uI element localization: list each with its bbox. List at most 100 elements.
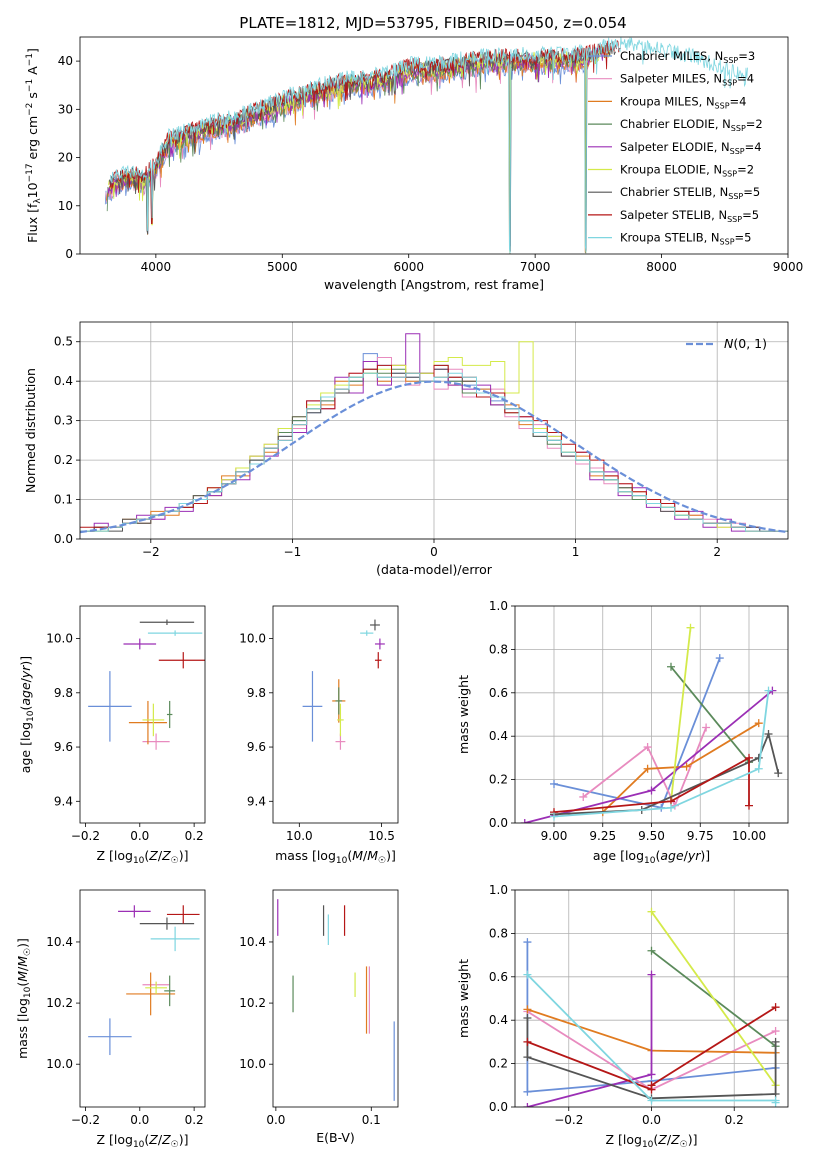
massweight-vs-Z-marker-3 <box>647 946 656 955</box>
spectrum-ytick-label: 40 <box>58 54 73 68</box>
mass-vs-Z-ytick-label: 10.0 <box>46 1057 73 1071</box>
massweight-vs-age-marker-2 <box>682 762 691 771</box>
residuals-legend-label: N(0, 1) <box>724 336 767 351</box>
massweight-vs-age-ylabel: mass weight <box>456 675 471 754</box>
mass-vs-Z-xtick-label: −0.2 <box>71 1113 100 1127</box>
mass-vs-ebv-xtick-label: 0.1 <box>362 1113 381 1127</box>
massweight-vs-Z-marker-8 <box>523 970 532 979</box>
age-vs-Z-ytick-label: 10.0 <box>46 632 73 646</box>
spectrum-line-8 <box>109 37 748 254</box>
residuals-xlabel: (data-model)/error <box>376 562 493 577</box>
age-vs-mass-xtick-label: 10.0 <box>286 829 313 843</box>
spectrum-frame <box>79 36 789 255</box>
mass-vs-Z-axes: −0.2 0.0 0.2 10.0 10.2 10.4 Z [log10(Z/Z☉)] mas… <box>15 905 204 1150</box>
massweight-vs-age-xtick-label: 9.50 <box>638 829 665 843</box>
spectrum-legend: Chabrier MILES, NSSP=3 Salpeter MILES, NS… <box>588 49 763 247</box>
spectrum-axes: 4000 5000 6000 7000 8000 9000 0 10 20 30 40 wavelen… <box>25 37 803 292</box>
age-vs-mass-xlabel: mass [log10(M/M☉)] <box>275 848 396 866</box>
age-vs-Z-ytick-label: 9.8 <box>54 686 73 700</box>
massweight-vs-age-marker-5 <box>686 623 695 632</box>
residuals-xtick-label: −1 <box>284 545 302 559</box>
residuals-ytick-label: 0.2 <box>54 453 73 467</box>
age-vs-mass-ytick-label: 10.0 <box>239 632 266 646</box>
spectrum-plot-area <box>104 37 748 254</box>
mass-vs-Z-xlabel: Z [log10(Z/Z☉)] <box>96 1132 188 1150</box>
massweight-vs-Z-marker-1 <box>771 1027 780 1036</box>
spectrum-legend-label: Salpeter ELODIE, NSSP=4 <box>620 140 762 156</box>
age-vs-Z-ylabel: age [log10(age/yr)] <box>18 656 36 773</box>
massweight-vs-age-marker-0 <box>550 779 558 788</box>
massweight-vs-Z-marker-5 <box>647 907 656 916</box>
massweight-vs-Z-plot-area <box>523 907 780 1107</box>
spectrum-legend-label: Kroupa MILES, NSSP=4 <box>620 94 746 110</box>
age-vs-Z-xlabel: Z [log10(Z/Z☉)] <box>96 848 188 866</box>
massweight-vs-Z-marker-6 <box>523 1053 532 1062</box>
massweight-vs-age-marker-4 <box>647 786 656 795</box>
massweight-vs-age-marker-8 <box>754 764 763 773</box>
residuals-ytick-label: 0.1 <box>54 493 73 507</box>
residuals-xtick-label: −2 <box>142 545 160 559</box>
spectrum-xtick-label: 9000 <box>773 260 804 274</box>
massweight-vs-age-series-8 <box>553 690 770 818</box>
residuals-xtick-label: 2 <box>713 545 721 559</box>
massweight-vs-Z-marker-6 <box>771 1037 780 1046</box>
spectrum-ytick-label: 0 <box>65 247 73 261</box>
spectrum-legend-label: Kroupa ELODIE, NSSP=2 <box>620 163 754 179</box>
massweight-vs-age-marker-7 <box>745 801 753 810</box>
mass-vs-ebv-ytick-label: 10.2 <box>239 996 266 1010</box>
age-vs-Z-frame <box>79 605 206 824</box>
massweight-vs-age-series-5 <box>670 627 692 802</box>
massweight-vs-Z-marker-4 <box>523 1103 532 1107</box>
spectrum-legend-label: Salpeter STELIB, NSSP=5 <box>620 208 759 224</box>
massweight-vs-Z-marker-0 <box>523 938 532 947</box>
massweight-vs-Z-xlabel: Z [log10(Z/Z☉)] <box>605 1132 697 1150</box>
mass-vs-ebv-ytick-label: 10.4 <box>239 935 266 949</box>
massweight-vs-age-axes: 9.00 9.25 9.50 9.75 10.00 0.0 0.2 0.4 0.6 0.8 1.0 a… <box>456 599 788 866</box>
mass-vs-ebv-axes: 0.0 0.1 10.0 10.2 10.4 E(B-V) <box>239 899 395 1145</box>
mass-vs-Z-plot-area <box>88 905 200 1056</box>
residuals-ytick-label: 0.4 <box>54 374 73 388</box>
residuals-plot-area <box>80 333 788 534</box>
residuals-frame <box>79 321 789 540</box>
massweight-vs-Z-ytick-label: 0.6 <box>489 970 508 984</box>
massweight-vs-Z-marker-0 <box>523 1087 532 1096</box>
age-vs-mass-ytick-label: 9.4 <box>247 794 266 808</box>
mass-vs-Z-ylabel: mass [log10(M/M☉)] <box>15 938 33 1059</box>
massweight-vs-Z-marker-8 <box>771 1098 780 1107</box>
massweight-vs-Z-marker-6 <box>523 1014 532 1023</box>
age-vs-Z-xtick-label: 0.2 <box>185 829 204 843</box>
massweight-vs-Z-marker-7 <box>771 1003 780 1012</box>
residuals-xtick-label: 0 <box>430 545 438 559</box>
massweight-vs-Z-series-5 <box>650 911 777 1086</box>
massweight-vs-age-ytick-label: 0.2 <box>489 773 508 787</box>
massweight-vs-age-marker-8 <box>667 803 675 812</box>
residuals-axes: −2 −1 0 1 2 0.0 0.1 0.2 0.3 0.4 0.5 (data-model)/er… <box>23 322 788 577</box>
spectrum-legend-label: Kroupa STELIB, NSSP=5 <box>620 231 751 247</box>
mass-vs-ebv-xtick-label: 0.0 <box>266 1113 285 1127</box>
massweight-vs-age-xlabel: age [log10(age/yr)] <box>593 848 710 866</box>
spectrum-legend-label: Chabrier STELIB, NSSP=5 <box>620 185 760 201</box>
spectrum-xtick-label: 7000 <box>520 260 551 274</box>
massweight-vs-age-xtick-label: 9.25 <box>589 829 616 843</box>
mass-vs-Z-xtick-label: 0.2 <box>185 1113 204 1127</box>
massweight-vs-age-marker-6 <box>754 753 763 762</box>
age-vs-mass-ytick-label: 9.8 <box>247 686 266 700</box>
spectrum-xtick-label: 5000 <box>267 260 298 274</box>
massweight-vs-age-marker-0 <box>715 654 724 663</box>
massweight-vs-Z-ytick-label: 0.0 <box>489 1100 508 1114</box>
age-vs-mass-plot-area <box>302 619 385 750</box>
mass-vs-Z-ytick-label: 10.2 <box>46 996 73 1010</box>
age-vs-mass-xtick-label: 10.5 <box>368 829 395 843</box>
massweight-vs-age-marker-1 <box>643 743 652 752</box>
spectrum-legend-label: Chabrier MILES, NSSP=3 <box>620 49 755 65</box>
residuals-normal-curve <box>80 380 788 534</box>
massweight-vs-age-ytick-label: 1.0 <box>489 599 508 613</box>
massweight-vs-Z-marker-4 <box>647 1070 656 1079</box>
massweight-vs-age-marker-8 <box>764 686 773 695</box>
age-vs-mass-axes: 10.0 10.5 9.4 9.6 9.8 10.0 mass [log10(M/M☉)] <box>239 619 396 866</box>
massweight-vs-age-marker-1 <box>579 792 588 801</box>
massweight-vs-age-ytick-label: 0.6 <box>489 686 508 700</box>
massweight-vs-age-marker-2 <box>754 719 763 728</box>
age-vs-mass-frame <box>272 605 399 824</box>
